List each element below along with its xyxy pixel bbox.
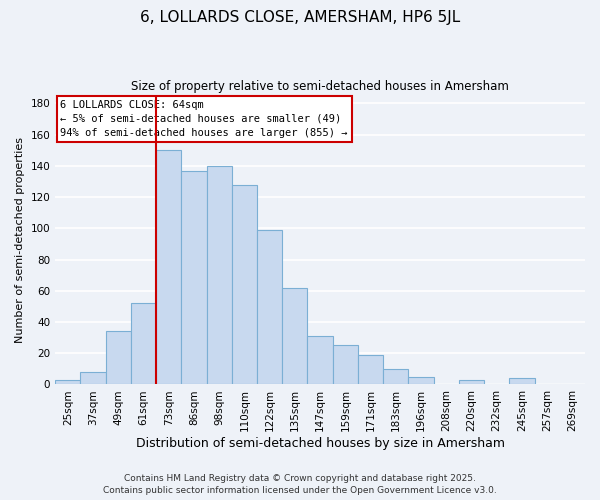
Bar bbox=[307, 336, 332, 384]
Bar bbox=[509, 378, 535, 384]
Bar bbox=[55, 380, 80, 384]
Y-axis label: Number of semi-detached properties: Number of semi-detached properties bbox=[15, 137, 25, 343]
Bar bbox=[181, 170, 206, 384]
Bar bbox=[232, 184, 257, 384]
Bar bbox=[332, 346, 358, 385]
Bar bbox=[358, 355, 383, 384]
Title: Size of property relative to semi-detached houses in Amersham: Size of property relative to semi-detach… bbox=[131, 80, 509, 93]
Bar bbox=[409, 376, 434, 384]
Bar bbox=[206, 166, 232, 384]
Bar bbox=[257, 230, 282, 384]
Bar bbox=[131, 304, 156, 384]
Bar bbox=[156, 150, 181, 384]
Text: Contains HM Land Registry data © Crown copyright and database right 2025.
Contai: Contains HM Land Registry data © Crown c… bbox=[103, 474, 497, 495]
Bar bbox=[383, 369, 409, 384]
Bar bbox=[282, 288, 307, 384]
Text: 6, LOLLARDS CLOSE, AMERSHAM, HP6 5JL: 6, LOLLARDS CLOSE, AMERSHAM, HP6 5JL bbox=[140, 10, 460, 25]
Bar bbox=[80, 372, 106, 384]
Bar bbox=[106, 332, 131, 384]
Text: 6 LOLLARDS CLOSE: 64sqm
← 5% of semi-detached houses are smaller (49)
94% of sem: 6 LOLLARDS CLOSE: 64sqm ← 5% of semi-det… bbox=[61, 100, 348, 138]
X-axis label: Distribution of semi-detached houses by size in Amersham: Distribution of semi-detached houses by … bbox=[136, 437, 505, 450]
Bar bbox=[459, 380, 484, 384]
